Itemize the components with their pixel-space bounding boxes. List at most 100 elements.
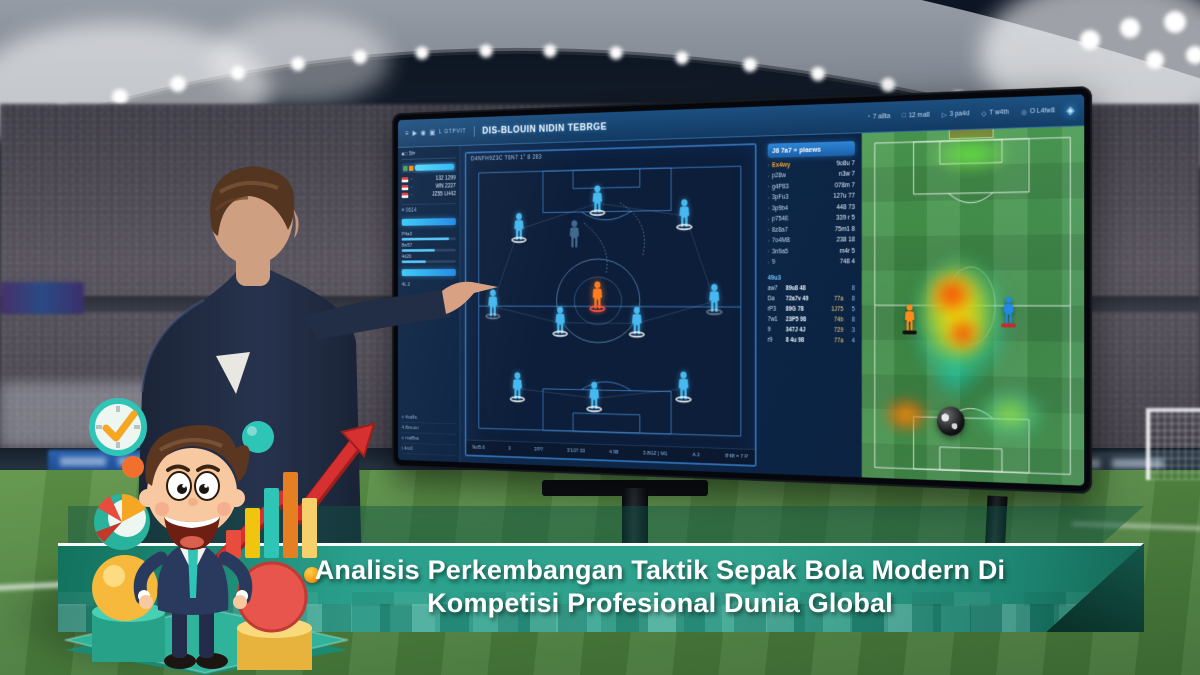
status-item: A.3 [692,452,700,459]
menu-item-label: O L4fw8 [1029,107,1055,116]
pie-chart-icon [94,494,150,550]
clock-check-icon [89,398,147,456]
player-marker[interactable] [586,380,604,413]
disc-pedestal [236,561,312,670]
cell: 8 [851,316,855,324]
cell: 1J75 [831,306,844,313]
stat-label: 9 [771,259,776,266]
stats-row: › 9 748 4 [768,259,855,266]
coach-shirt-collar [216,352,250,394]
cell: r9 [767,336,773,344]
stat-value: n3w 7 [838,170,855,178]
mascot-character [133,424,253,669]
secondary-table-header: 49u3 [767,274,781,282]
stat-value: 078m 7 [834,181,855,189]
soccer-ball[interactable] [936,406,965,437]
header-menu-item[interactable]: ◇ T w4th [981,108,1008,117]
chevron-icon: › [767,162,770,169]
player-base-ring-red [589,305,605,312]
stat-label: 3p9b4 [771,204,789,212]
player-marker-highlighted[interactable] [588,280,606,312]
cell: 9 [767,326,771,334]
coach-pointing-arm [304,289,450,340]
stats-row: › g4P83 078m 7 [768,182,855,190]
cell: aw7 [767,285,778,292]
toolbar-icon[interactable]: ◉ [420,128,426,137]
cell: 8 [851,285,855,292]
header-toolbar: ≡ ▶ ◉ ▣ [405,127,436,137]
stat-value: 127u 77 [833,192,855,200]
player-marker[interactable] [552,305,569,337]
status-item: 3'P7 [534,447,544,453]
menu-item-icon: □ [902,112,906,120]
sphere-pedestal [92,555,165,662]
stat-label: p754E [771,215,789,223]
header-menu-item[interactable]: ▷ 3 pa4d [942,110,970,118]
dashboard-title: DIS-BLOUIN NIDIN TEBRGE [473,120,607,137]
secondary-table-row: 9 347J 4J 729 3 [768,327,855,334]
stats-list: › Ex4wy 9o8u 7 › p28w n3w 7 [767,155,855,266]
player-marker[interactable] [705,283,723,316]
menu-item-icon: ◇ [981,110,987,118]
stat-value: 339 r 5 [836,214,855,222]
cell: 8 [851,295,855,303]
menu-item-label: 3 pa4d [949,110,970,118]
mascot-cluster [64,398,376,675]
heatmap-player-orange[interactable] [900,303,918,335]
player-marker[interactable] [628,305,646,338]
player-marker-goalkeeper[interactable] [588,184,606,217]
drawn-arrow-annotation [584,223,607,273]
stat-label: 3n9a5 [771,248,789,255]
cell: 89u8 48 [785,285,806,292]
stat-value: 448 73 [836,203,855,211]
toolbar-icon[interactable]: ▶ [412,128,417,137]
floodlight-row [54,11,1200,159]
secondary-table-row: aw7 89u8 48 8 [768,285,855,292]
menu-item-icon: ◎ [1021,108,1028,116]
menu-item-label: 7 a8ta [872,113,891,121]
header-menu: ◔ 7 a8ta □ 12 ma8 ▷ 3 pa4d [866,107,1054,121]
banner-title-line2: Kompetisi Profesional Dunia Global [427,588,893,618]
cell: 77a [834,337,844,345]
chevron-icon: › [767,173,770,179]
cell: 347J 4J [785,326,806,334]
toolbar-icon[interactable]: ≡ [405,128,409,137]
coach-hand [442,281,498,314]
chevron-icon: › [767,248,770,255]
header-menu-item[interactable]: ◎ O L4fw8 [1021,107,1055,116]
header-menu-item[interactable]: □ 12 ma8 [902,112,930,120]
menu-item-label: T w4th [989,108,1009,117]
status-item: 8'48 = 7 P [725,453,749,460]
mascot-tie [188,550,198,598]
status-item: 4.98 [609,449,619,456]
chevron-icon: › [767,259,770,266]
chevron-icon: › [767,216,770,223]
heatmap-player-blue[interactable] [999,296,1018,328]
cell: rP3 [767,305,777,313]
cell: 72a7v 49 [785,295,809,303]
cell: 4 [851,337,855,345]
stats-row: › 3p9b4 448 73 [768,204,855,212]
stats-row: › p754E 339 r 5 [768,215,855,223]
cell: 74b [834,316,844,324]
secondary-table-row: rP3 89G 78 1J75 5 [768,306,855,313]
app-logo-icon[interactable]: ◈ [1066,104,1075,117]
stat-label: 7o4M8 [771,237,790,245]
secondary-table-row: 7w1 23P5 98 74b 8 [768,316,855,323]
stats-row: › 7o4M8 238 18 [768,237,855,245]
player-marker[interactable] [676,198,694,231]
bar-chart-icon [226,472,317,558]
secondary-table-rows: aw7 89u8 48 8 Da 72a7v 49 77a [768,285,855,344]
secondary-table-row: r9 8 4u 98 77a 4 [768,337,855,345]
toolbar-icon[interactable]: ▣ [429,127,436,136]
player-marker[interactable] [675,371,693,404]
menu-item-icon: ◔ [866,113,871,121]
header-menu-item[interactable]: ◔ 7 a8ta [866,113,890,121]
sketched-player-annotation[interactable] [566,219,583,250]
banner-title-line1: Analisis Perkembangan Taktik Sepak Bola … [314,555,1006,585]
chevron-icon: › [767,237,770,244]
stat-label: 3pFu3 [771,193,789,201]
stand-banner [0,282,84,314]
stat-label: Ex4wy [771,161,791,169]
stats-row: › 8z8a7 75m1 8 [768,226,855,234]
